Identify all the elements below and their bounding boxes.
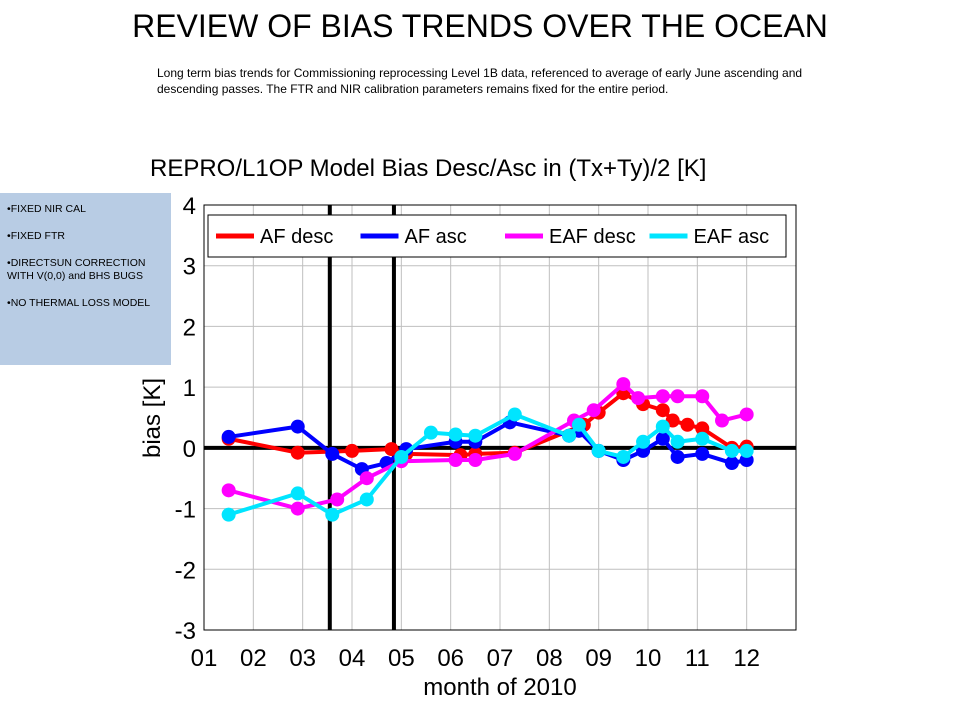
y-tick-label: -1 bbox=[175, 497, 196, 524]
data-point bbox=[724, 443, 739, 458]
data-point bbox=[670, 389, 685, 404]
data-point bbox=[616, 449, 631, 464]
x-tick-label: 03 bbox=[289, 645, 316, 672]
data-point bbox=[359, 471, 374, 486]
data-point bbox=[739, 407, 754, 422]
x-tick-label: 06 bbox=[437, 645, 464, 672]
plot-border bbox=[203, 204, 797, 631]
y-tick-labels: -3 -2 -1 0 1 2 3 4 bbox=[175, 193, 196, 645]
y-tick-label: 1 bbox=[183, 375, 196, 402]
data-point bbox=[715, 413, 729, 428]
note-item: NO THERMAL LOSS MODEL bbox=[7, 297, 165, 310]
data-point bbox=[655, 403, 670, 418]
y-tick-label: -3 bbox=[175, 618, 196, 645]
y-tick-label: 2 bbox=[183, 314, 196, 341]
x-tick-labels: 01 02 03 04 05 06 07 08 09 10 11 12 bbox=[191, 645, 760, 672]
x-tick-label: 10 bbox=[635, 645, 662, 672]
legend-label: EAF asc bbox=[694, 226, 770, 248]
data-point bbox=[325, 446, 340, 461]
x-tick-label: 12 bbox=[733, 645, 760, 672]
note-item: FIXED FTR bbox=[7, 230, 165, 243]
legend-label: AF desc bbox=[260, 226, 333, 248]
data-point bbox=[616, 377, 631, 392]
y-axis-label: bias [K] bbox=[139, 378, 166, 458]
data-point bbox=[739, 443, 754, 458]
data-point bbox=[680, 417, 695, 432]
x-tick-label: 11 bbox=[685, 645, 710, 672]
x-tick-label: 01 bbox=[191, 645, 218, 672]
note-item: FIXED NIR CAL bbox=[7, 203, 165, 216]
data-point bbox=[695, 389, 710, 404]
slide-title: REVIEW OF BIAS TRENDS OVER THE OCEAN bbox=[132, 8, 828, 44]
data-point bbox=[631, 391, 646, 406]
notes-box: FIXED NIR CAL FIXED FTR DIRECTSUN CORREC… bbox=[0, 193, 171, 365]
data-point bbox=[290, 501, 305, 516]
data-point bbox=[290, 486, 305, 501]
x-axis-label: month of 2010 bbox=[423, 674, 576, 701]
data-point bbox=[468, 453, 483, 467]
data-point bbox=[655, 389, 670, 404]
y-tick-label: -2 bbox=[175, 557, 196, 584]
series-eaf-asc bbox=[221, 407, 754, 522]
data-point bbox=[221, 429, 236, 444]
data-point bbox=[448, 427, 463, 442]
data-point bbox=[724, 456, 739, 471]
y-tick-label: 0 bbox=[183, 436, 196, 463]
data-point bbox=[670, 434, 685, 449]
data-point bbox=[655, 419, 670, 434]
data-point bbox=[695, 446, 710, 461]
data-point bbox=[423, 425, 438, 440]
x-tick-label: 09 bbox=[585, 645, 612, 672]
legend-label: AF asc bbox=[405, 226, 467, 248]
x-tick-label: 08 bbox=[536, 645, 563, 672]
y-tick-label: 3 bbox=[183, 254, 196, 281]
legend-box bbox=[207, 214, 787, 258]
data-point bbox=[655, 431, 670, 446]
data-point bbox=[507, 446, 522, 461]
data-point bbox=[448, 453, 463, 467]
series-group bbox=[221, 377, 754, 522]
data-point bbox=[394, 449, 409, 464]
data-point bbox=[384, 442, 399, 457]
data-point bbox=[221, 483, 236, 498]
chart-title: REPRO/L1OP Model Bias Desc/Asc in (Tx+Ty… bbox=[150, 155, 706, 182]
data-point bbox=[591, 443, 606, 458]
data-point bbox=[695, 431, 710, 446]
data-point bbox=[670, 449, 685, 464]
note-item: DIRECTSUN CORRECTION WITH V(0,0) and BHS… bbox=[7, 257, 165, 283]
data-point bbox=[636, 434, 651, 449]
x-tick-label: 02 bbox=[240, 645, 267, 672]
data-point bbox=[290, 445, 305, 460]
data-point bbox=[325, 507, 340, 522]
data-point bbox=[221, 507, 236, 522]
x-tick-label: 05 bbox=[388, 645, 415, 672]
data-point bbox=[290, 419, 305, 434]
data-point bbox=[345, 443, 359, 458]
data-point bbox=[562, 428, 577, 443]
data-point bbox=[359, 492, 374, 507]
x-tick-label: 04 bbox=[339, 645, 366, 672]
y-tick-label: 4 bbox=[183, 193, 196, 220]
legend: AF desc AF asc EAF desc EAF asc bbox=[207, 214, 787, 258]
data-point bbox=[695, 421, 710, 436]
data-point bbox=[507, 407, 522, 422]
data-point bbox=[468, 428, 483, 443]
x-tick-label: 07 bbox=[487, 645, 514, 672]
data-point bbox=[571, 417, 586, 432]
data-point bbox=[586, 403, 601, 418]
legend-label: EAF desc bbox=[549, 226, 636, 248]
slide-description: Long term bias trends for Commissioning … bbox=[157, 66, 803, 96]
data-point bbox=[330, 492, 345, 507]
